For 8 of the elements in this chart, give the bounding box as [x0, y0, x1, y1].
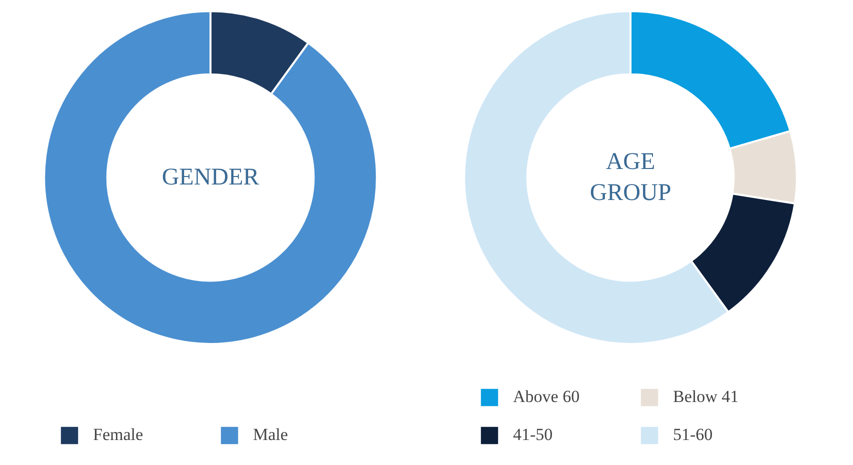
legend-label: Female	[93, 425, 144, 445]
text: GENDER	[162, 164, 260, 190]
legend-label: Above 60	[513, 387, 581, 407]
legend-label: Below 41	[673, 387, 740, 407]
text: AGE GROUP	[590, 148, 672, 206]
legend-label: Male	[253, 425, 289, 445]
legend-label: 41-50	[513, 425, 554, 445]
legend-label: 51-60	[673, 425, 714, 445]
